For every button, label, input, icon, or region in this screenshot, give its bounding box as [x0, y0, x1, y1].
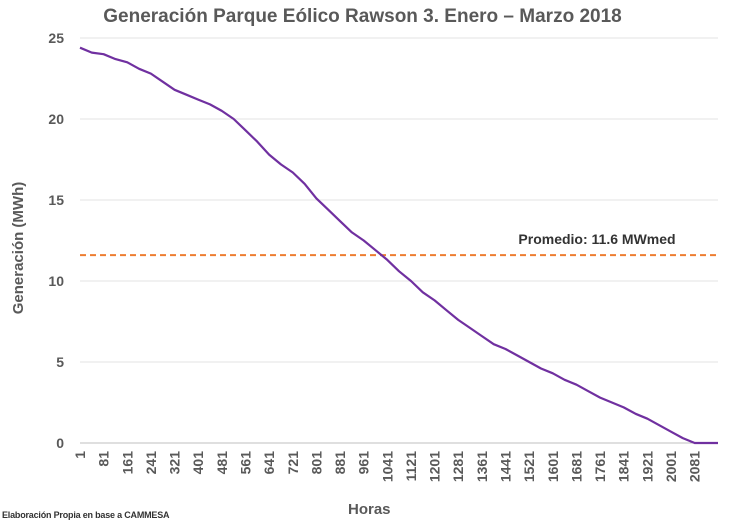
average-label: Promedio: 11.6 MWmed [518, 231, 675, 247]
x-tick-label: 1361 [474, 451, 490, 482]
x-tick-label: 2081 [687, 451, 703, 482]
x-tick-label: 1841 [616, 451, 632, 482]
x-axis-label: Horas [348, 501, 391, 518]
y-axis-label: Generación (MWh) [10, 181, 27, 315]
x-tick-label: 721 [285, 451, 301, 475]
x-axis-ticks: 1 81 161 241 321 401 481 561 641 721 801 881 961 1041… [72, 451, 703, 482]
x-tick-label: 1121 [403, 451, 419, 482]
y-tick-label: 25 [48, 30, 64, 46]
series-line [79, 46, 718, 445]
x-tick-label: 241 [143, 451, 159, 475]
x-tick-label: 1441 [498, 451, 514, 482]
x-tick-label: 2001 [663, 451, 679, 482]
x-tick-label: 801 [308, 451, 324, 475]
y-tick-label: 10 [48, 273, 64, 289]
x-tick-label: 1041 [379, 451, 395, 482]
x-tick-label: 1601 [545, 451, 561, 482]
y-tick-label: 20 [48, 111, 64, 127]
x-tick-label: 561 [237, 451, 253, 475]
average-reference: Promedio: 11.6 MWmed [80, 231, 718, 257]
x-tick-label: 321 [167, 451, 183, 475]
y-tick-label: 5 [56, 354, 64, 370]
x-tick-label: 1 [72, 451, 88, 459]
x-tick-label: 1761 [592, 451, 608, 482]
x-tick-label: 161 [119, 451, 135, 475]
x-tick-label: 81 [96, 451, 112, 467]
y-tick-label: 15 [48, 192, 64, 208]
source-note: Elaboración Propia en base a CAMMESA [2, 510, 170, 520]
x-tick-label: 1521 [521, 451, 537, 482]
series-layer [79, 46, 718, 445]
chart-title: Generación Parque Eólico Rawson 3. Enero… [103, 6, 622, 27]
x-tick-label: 1281 [450, 451, 466, 482]
x-tick-label: 401 [190, 451, 206, 475]
y-axis-ticks: 0 5 10 15 20 25 [48, 30, 64, 451]
x-tick-label: 961 [356, 451, 372, 475]
x-tick-label: 1921 [639, 451, 655, 482]
x-tick-label: 881 [332, 451, 348, 475]
x-tick-label: 481 [214, 451, 230, 475]
gridlines [80, 37, 718, 444]
x-tick-label: 1681 [568, 451, 584, 482]
y-tick-label: 0 [56, 435, 64, 451]
x-tick-label: 641 [261, 451, 277, 475]
x-tick-label: 1201 [427, 451, 443, 482]
